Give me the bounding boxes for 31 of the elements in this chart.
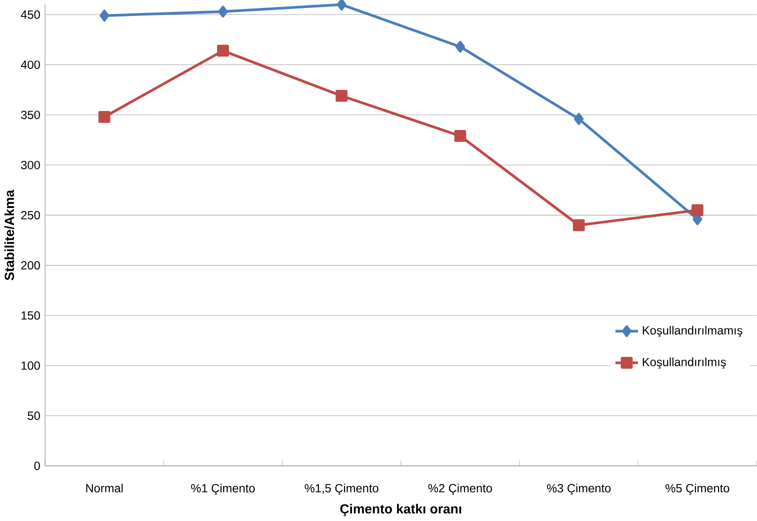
point bbox=[455, 41, 465, 53]
y-tick-label: 450 bbox=[20, 10, 40, 20]
y-tick-label: 150 bbox=[22, 311, 40, 320]
point bbox=[98, 111, 110, 124]
x-tick-label: %2 Çimento bbox=[428, 484, 492, 496]
x-axis-title: Çimento katkı oranı bbox=[340, 504, 462, 516]
point bbox=[217, 45, 229, 57]
y-tick-label: 0 bbox=[34, 462, 40, 470]
y-tick-label: 300 bbox=[21, 161, 40, 170]
y-tick-label: 200 bbox=[21, 261, 40, 270]
y-tick-label: 100 bbox=[22, 362, 40, 370]
legend-label: Koşullandırılmamış bbox=[642, 326, 742, 338]
point bbox=[572, 219, 585, 232]
y-tick-label: 400 bbox=[20, 60, 40, 70]
y-tick-label: 350 bbox=[21, 110, 40, 120]
x-tick-label: Normal bbox=[86, 484, 123, 493]
point bbox=[574, 113, 584, 126]
point bbox=[100, 10, 110, 22]
x-tick-label: %3 Çimento bbox=[546, 484, 611, 496]
point bbox=[454, 130, 466, 142]
point bbox=[218, 6, 228, 18]
legend-label: Koşullandırılmış bbox=[642, 358, 726, 369]
y-axis-title: Stabilite/Akma bbox=[4, 190, 14, 280]
point bbox=[692, 204, 704, 216]
x-tick-label: %1,5 Çimento bbox=[304, 484, 378, 496]
point bbox=[336, 0, 346, 11]
y-tick-label: 250 bbox=[21, 211, 40, 220]
x-tick-label: %5 Çimento bbox=[666, 484, 730, 496]
x-tick-label: %1 Çimento bbox=[191, 484, 255, 496]
y-tick-label: 50 bbox=[28, 412, 40, 420]
point bbox=[336, 90, 348, 102]
